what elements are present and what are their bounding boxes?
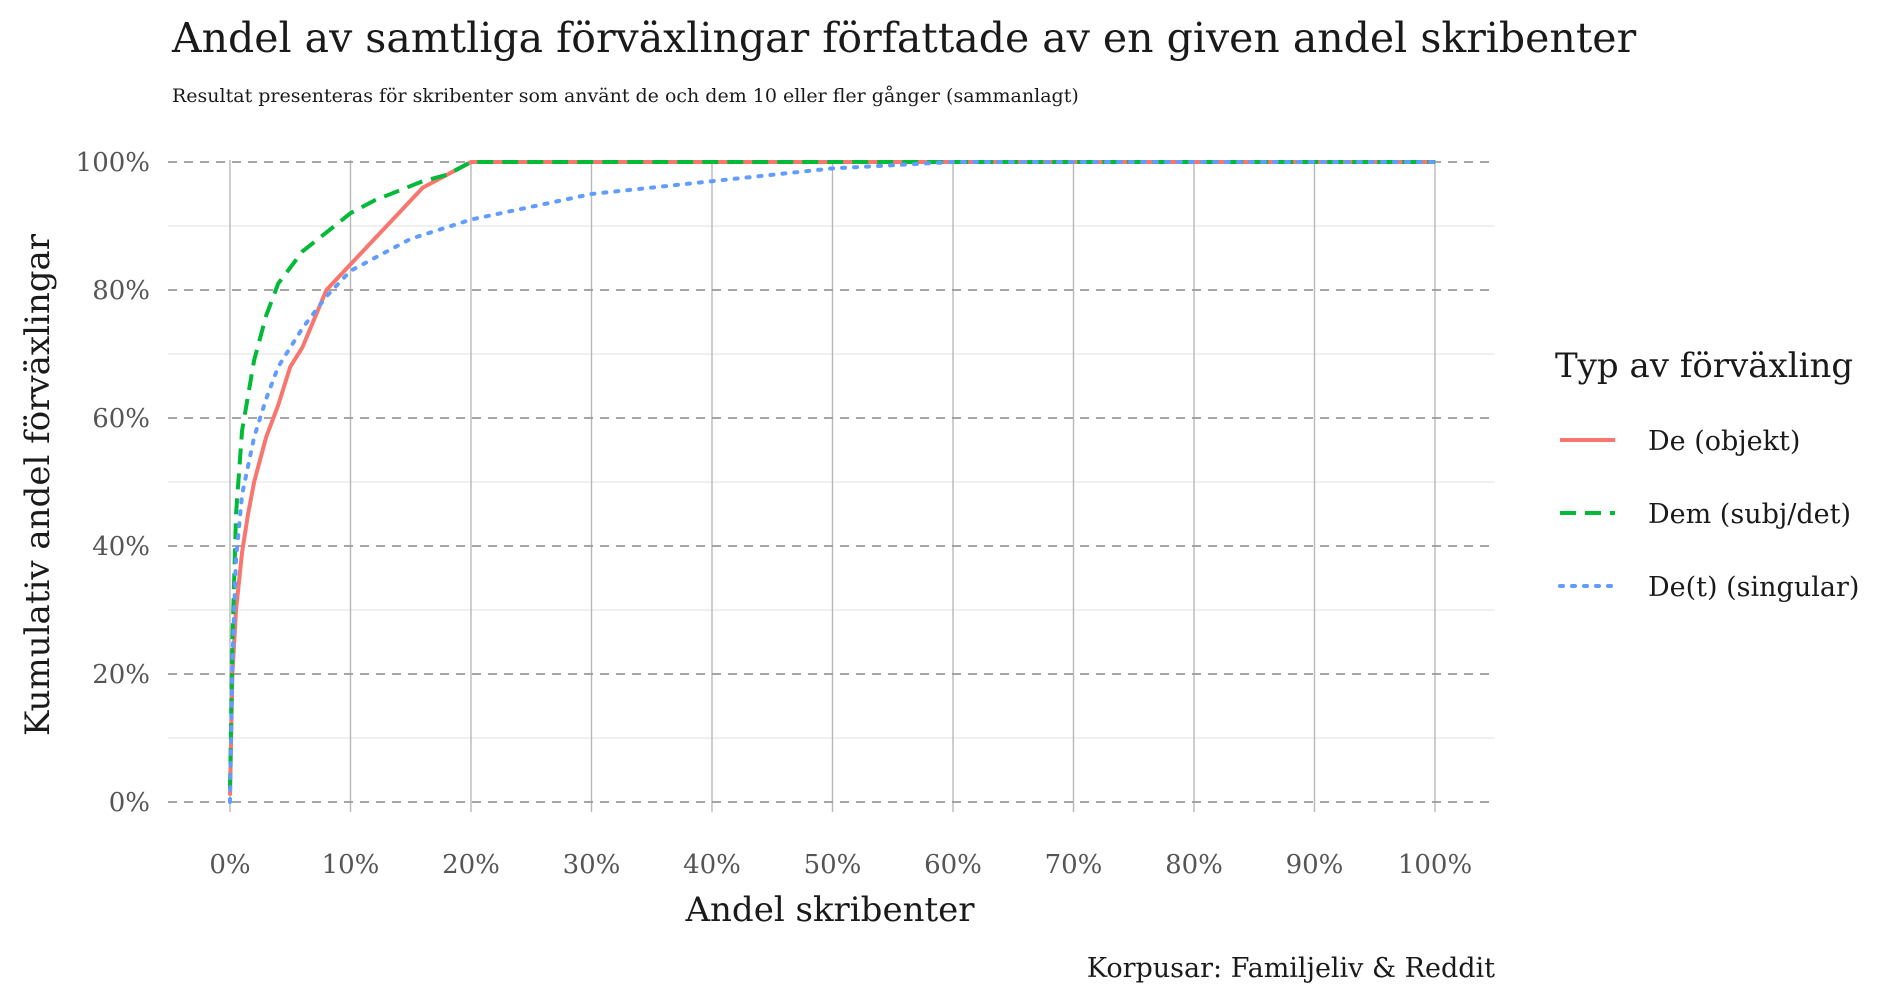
x-tick-labels: 0% 10% 20% 30% 40% 50% 60% 70% 80% 90% 100% [209,850,1472,880]
series-line-2 [228,160,1435,790]
y-tick-label: 60% [92,404,150,434]
chart-title: Andel av samtliga förväxlingar författad… [171,14,1637,62]
x-tick-label: 100% [1398,850,1472,880]
minor-gridlines [168,225,1495,739]
legend-label-3: De(t) (singular) [1648,572,1859,603]
y-tick-label: 100% [76,148,150,178]
chart-subtitle: Resultat presenteras för skribenter som … [172,85,1079,107]
y-tick-label: 80% [92,276,150,306]
x-tick-label: 70% [1045,850,1103,880]
x-tick-label: 40% [683,850,741,880]
legend-label-1: De (objekt) [1648,426,1800,457]
chart-caption: Korpusar: Familjeliv & Reddit [1087,953,1495,984]
x-tick-label: 30% [563,850,621,880]
x-tick-label: 60% [924,850,982,880]
y-tick-label: 0% [109,788,150,818]
x-tick-label: 0% [209,850,250,880]
y-tick-label: 20% [92,660,150,690]
series-lines [228,160,1437,804]
x-axis-title: Andel skribenter [684,890,975,930]
x-tick-label: 90% [1286,850,1344,880]
legend: Typ av förväxling De (objekt) Dem (subj/d… [1555,346,1859,603]
legend-title: Typ av förväxling [1555,346,1853,386]
x-tick-label: 10% [322,850,380,880]
x-gridlines [229,160,1436,812]
x-tick-label: 80% [1165,850,1223,880]
y-axis-title: Kumulativ andel förväxlingar [18,233,58,736]
y-tick-label: 40% [92,532,150,562]
y-tick-labels: 0% 20% 40% 60% 80% 100% [76,148,150,818]
series-line-3 [228,160,1437,804]
x-tick-label: 20% [442,850,500,880]
x-tick-label: 50% [804,850,862,880]
legend-label-2: Dem (subj/det) [1648,499,1851,530]
